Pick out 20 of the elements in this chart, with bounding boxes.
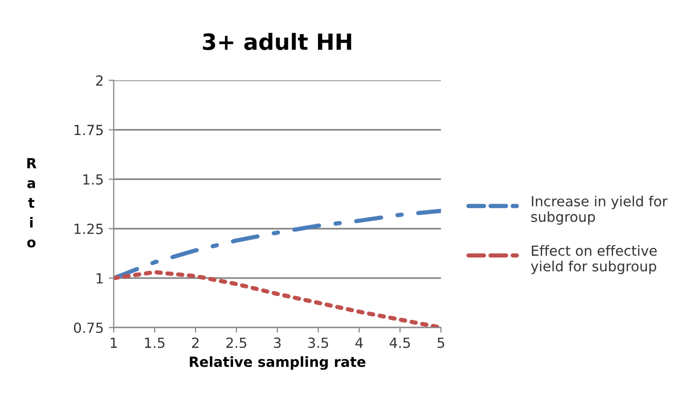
legend-label: Increase in yield for subgroup — [531, 196, 668, 225]
x-tick-label: 3.5 — [308, 338, 328, 348]
x-tick-label: 4 — [355, 338, 363, 348]
legend-label: Effect on effective yield for subgroup — [530, 245, 657, 274]
y-axis-title: Ratio — [27, 158, 36, 248]
x-tick-label: 1.5 — [145, 338, 164, 348]
y-tick-label: 1.5 — [83, 174, 103, 185]
y-tick-label: 1.25 — [74, 224, 103, 234]
y-tick-label: 0.75 — [74, 322, 103, 334]
x-tick-label: 1 — [110, 338, 117, 348]
x-tick-label: 3 — [274, 338, 281, 348]
y-tick-label: 1 — [96, 273, 103, 284]
x-tick-label: 5 — [438, 338, 444, 348]
x-tick-label: 4.5 — [390, 338, 410, 348]
x-axis-title: Relative sampling rate — [190, 356, 366, 370]
x-tick-label: 2.5 — [226, 338, 246, 348]
y-tick-label: 1.75 — [74, 124, 103, 136]
chart-title: 3+ adult HH — [202, 32, 352, 50]
y-tick-label: 2 — [96, 75, 103, 86]
x-tick-label: 2 — [192, 338, 199, 348]
